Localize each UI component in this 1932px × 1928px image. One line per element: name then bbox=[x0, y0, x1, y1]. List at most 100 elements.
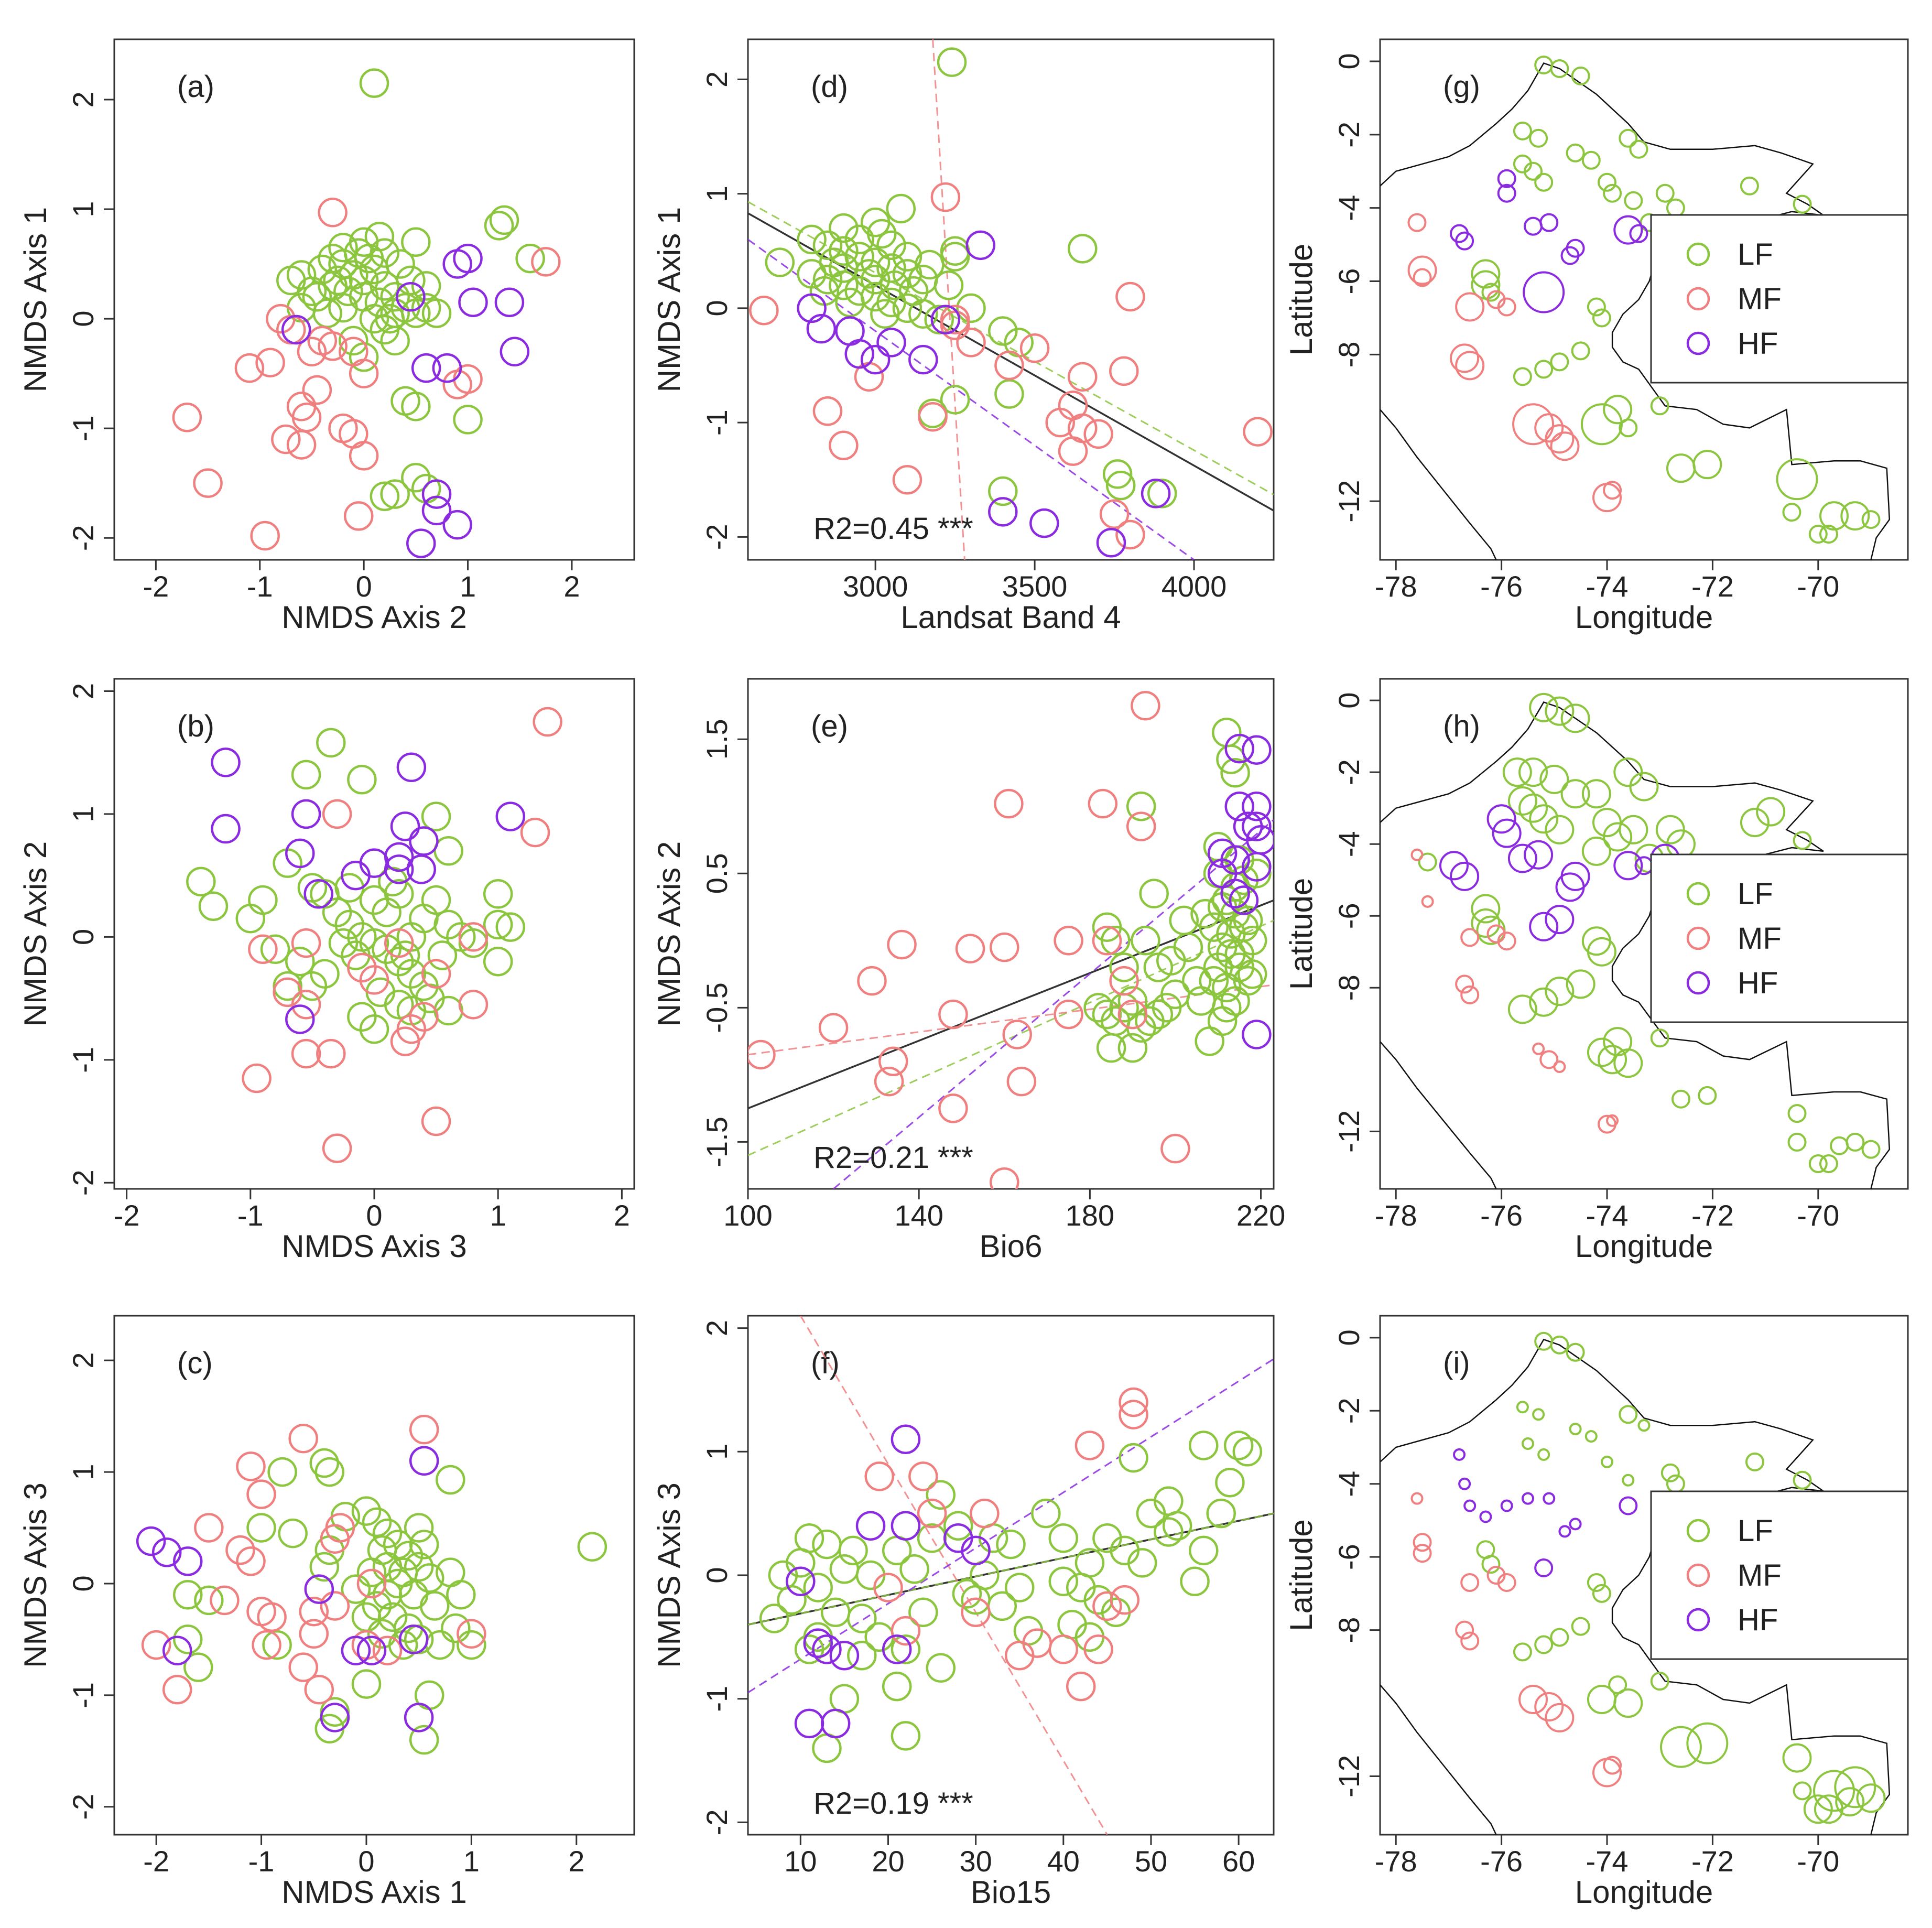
data-point-LF bbox=[333, 276, 363, 307]
data-point-LF bbox=[359, 68, 389, 98]
data-point-LF bbox=[291, 760, 321, 790]
data-point-LF bbox=[1471, 259, 1501, 289]
data-point-HF bbox=[359, 848, 389, 878]
data-point-LF bbox=[1584, 1430, 1598, 1443]
data-point-LF bbox=[380, 282, 410, 312]
data-point-MF bbox=[162, 1674, 192, 1705]
legend: LF MF HF bbox=[1650, 214, 1909, 384]
data-point-MF bbox=[349, 441, 379, 471]
data-point-LF bbox=[1581, 150, 1601, 170]
data-point-MF bbox=[1534, 1692, 1564, 1721]
x-tick-label: -1 bbox=[247, 570, 273, 603]
y-tick-label: 1 bbox=[67, 1464, 100, 1480]
data-point-LF bbox=[1199, 966, 1229, 996]
data-point-MF bbox=[961, 1597, 991, 1627]
data-point-HF bbox=[341, 1635, 371, 1665]
data-point-LF bbox=[891, 1634, 921, 1664]
data-point-HF bbox=[1492, 818, 1522, 848]
data-point-LF bbox=[1513, 121, 1532, 140]
y-tick-label: -0.5 bbox=[700, 982, 733, 1033]
data-point-LF bbox=[777, 1585, 807, 1615]
data-point-HF bbox=[1096, 528, 1126, 558]
data-point-HF bbox=[1450, 861, 1480, 891]
r2-annotation: R2=0.19 *** bbox=[813, 1786, 973, 1821]
data-point-HF bbox=[406, 854, 437, 884]
data-point-LF bbox=[1569, 1423, 1582, 1436]
panel-h: -78 -76 -74 -72 -70 0 -2 -4 -6 -8 -12 Longitude Lati… bbox=[1284, 678, 1909, 1264]
data-point-MF bbox=[918, 402, 948, 432]
data-point-HF bbox=[1529, 912, 1559, 941]
data-point-LF bbox=[1650, 1028, 1669, 1048]
data-point-LF bbox=[812, 1733, 842, 1763]
data-point-LF bbox=[952, 1579, 982, 1609]
legend-label-MF: MF bbox=[1738, 922, 1782, 956]
y-tick-label: 0.5 bbox=[700, 853, 733, 894]
data-point-HF bbox=[794, 1708, 824, 1739]
data-point-LF bbox=[1135, 1006, 1165, 1036]
data-point-LF bbox=[1698, 1086, 1717, 1105]
data-point-LF bbox=[1666, 1474, 1685, 1493]
data-point-LF bbox=[1186, 986, 1216, 1016]
coast-border bbox=[1380, 1684, 1497, 1835]
data-point-MF bbox=[1131, 690, 1160, 721]
data-point-MF bbox=[1019, 333, 1050, 363]
data-point-HF bbox=[421, 495, 452, 526]
y-axis-title: Latitude bbox=[1284, 878, 1319, 990]
data-point-MF bbox=[1460, 1573, 1480, 1592]
data-point-MF bbox=[421, 1106, 451, 1136]
data-point-LF bbox=[1189, 1431, 1219, 1460]
legend: LF MF HF bbox=[1650, 853, 1909, 1023]
data-point-HF bbox=[1453, 1448, 1466, 1461]
legend-label-HF: HF bbox=[1738, 1603, 1778, 1637]
y-tick-label: -4 bbox=[1332, 1471, 1365, 1497]
data-point-MF bbox=[409, 1414, 439, 1445]
data-point-MF bbox=[1606, 1114, 1619, 1127]
data-point-HF bbox=[442, 510, 472, 540]
data-point-MF bbox=[236, 1452, 266, 1481]
data-point-LF bbox=[246, 1513, 276, 1543]
data-point-LF bbox=[409, 1725, 439, 1755]
data-point-LF bbox=[1793, 194, 1812, 214]
data-point-LF bbox=[385, 249, 415, 279]
data-point-MF bbox=[940, 305, 970, 334]
y-tick-label: -4 bbox=[1332, 195, 1365, 221]
plot-area bbox=[748, 1316, 1274, 1835]
data-point-LF bbox=[341, 1574, 371, 1604]
data-point-LF bbox=[1537, 1448, 1550, 1461]
data-point-MF bbox=[1119, 1400, 1148, 1429]
data-point-LF bbox=[1180, 1566, 1210, 1597]
data-point-HF bbox=[1619, 1496, 1638, 1515]
data-point-MF bbox=[318, 198, 348, 228]
y-tick-label: -2 bbox=[1332, 122, 1365, 148]
data-point-MF bbox=[246, 1479, 276, 1509]
data-point-LF bbox=[483, 879, 513, 909]
data-point-MF bbox=[409, 1002, 439, 1032]
data-point-MF bbox=[384, 928, 414, 958]
data-point-MF bbox=[396, 1014, 427, 1044]
data-point-MF bbox=[1004, 1640, 1035, 1671]
data-point-LF bbox=[1819, 525, 1838, 544]
data-point-HF bbox=[1141, 479, 1171, 508]
data-point-LF bbox=[433, 836, 463, 866]
legend-marker-LF bbox=[1686, 242, 1710, 266]
data-point-LF bbox=[248, 885, 278, 915]
y-tick-label: -1 bbox=[700, 409, 733, 436]
data-point-MF bbox=[1088, 788, 1118, 819]
data-point-LF bbox=[372, 1552, 403, 1582]
panel-c: -2 -1 0 1 2 -2 -1 0 1 2 NMDS Axis 1 NMDS Axis 3 (c) bbox=[18, 1315, 635, 1910]
y-tick-label: -1 bbox=[67, 1047, 100, 1073]
data-point-HF bbox=[404, 1703, 434, 1732]
data-point-LF bbox=[173, 1580, 203, 1610]
data-point-LF bbox=[458, 928, 489, 958]
data-point-LF bbox=[882, 1535, 912, 1566]
legend-marker-HF bbox=[1686, 331, 1710, 355]
y-tick-label: -2 bbox=[700, 1810, 733, 1836]
data-point-LF bbox=[404, 1513, 434, 1543]
data-point-LF bbox=[404, 1552, 434, 1582]
data-point-MF bbox=[1455, 974, 1474, 994]
data-point-LF bbox=[891, 1721, 921, 1751]
data-point-LF bbox=[453, 405, 483, 435]
data-point-HF bbox=[803, 1628, 833, 1658]
data-point-HF bbox=[1523, 271, 1565, 313]
data-point-LF bbox=[262, 1630, 292, 1660]
